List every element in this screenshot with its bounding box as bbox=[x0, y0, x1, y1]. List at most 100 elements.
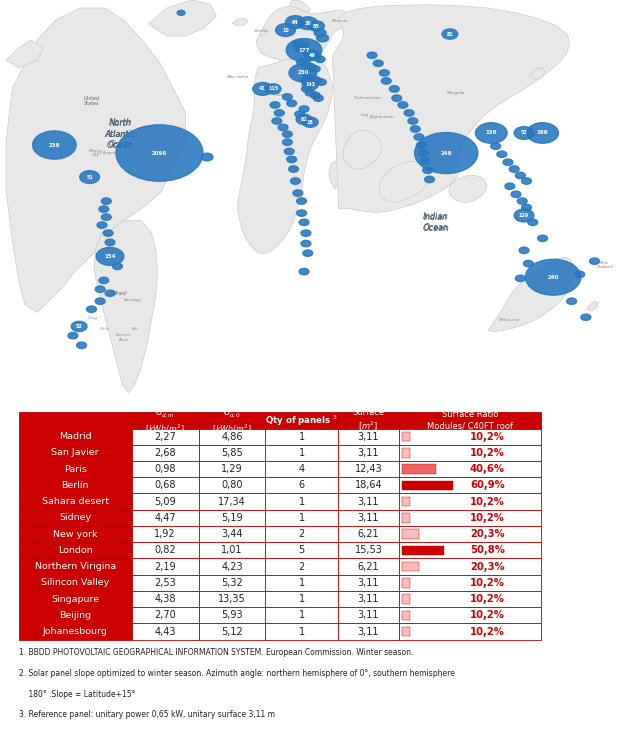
Circle shape bbox=[282, 94, 292, 100]
Bar bbox=[338, 607, 399, 623]
Circle shape bbox=[392, 95, 402, 101]
Bar bbox=[266, 559, 338, 575]
Circle shape bbox=[293, 41, 303, 47]
Circle shape bbox=[274, 110, 284, 116]
Bar bbox=[266, 607, 338, 623]
Text: Surface
$[m^2]$: Surface $[m^2]$ bbox=[352, 408, 384, 433]
Circle shape bbox=[289, 166, 298, 172]
Bar bbox=[132, 477, 198, 493]
Circle shape bbox=[381, 78, 391, 84]
Text: 0,82: 0,82 bbox=[154, 545, 176, 556]
Bar bbox=[402, 465, 436, 474]
Circle shape bbox=[517, 198, 527, 204]
Text: 177: 177 bbox=[298, 48, 310, 53]
Text: Toronto: Toronto bbox=[150, 131, 165, 135]
Bar bbox=[338, 559, 399, 575]
Text: 5,09: 5,09 bbox=[154, 497, 176, 506]
Text: 20,3%: 20,3% bbox=[470, 529, 504, 539]
Text: Melbourne: Melbourne bbox=[499, 318, 521, 322]
Text: 85: 85 bbox=[313, 24, 320, 29]
Bar bbox=[266, 445, 338, 461]
Bar bbox=[19, 510, 132, 526]
Bar bbox=[402, 529, 418, 539]
Bar bbox=[399, 591, 541, 607]
Polygon shape bbox=[232, 18, 248, 26]
Text: 50,8%: 50,8% bbox=[470, 545, 505, 556]
Circle shape bbox=[278, 124, 288, 131]
Text: 3,11: 3,11 bbox=[358, 578, 379, 588]
Polygon shape bbox=[256, 6, 351, 68]
Text: Singapure: Singapure bbox=[51, 595, 99, 603]
Text: $G_{d,m}^{\,1}$
$[kWh/m^2]$: $G_{d,m}^{\,1}$ $[kWh/m^2]$ bbox=[145, 405, 185, 436]
Bar bbox=[338, 445, 399, 461]
Text: 1: 1 bbox=[298, 626, 305, 637]
Circle shape bbox=[298, 17, 318, 29]
Circle shape bbox=[514, 126, 534, 140]
Text: 1,01: 1,01 bbox=[221, 545, 243, 556]
Text: 52: 52 bbox=[76, 324, 82, 329]
Bar bbox=[19, 575, 132, 591]
Circle shape bbox=[282, 139, 292, 146]
Bar bbox=[19, 526, 132, 542]
Circle shape bbox=[425, 176, 434, 183]
Text: Iraq: Iraq bbox=[360, 113, 369, 118]
Polygon shape bbox=[530, 68, 545, 79]
Bar bbox=[266, 542, 338, 559]
Circle shape bbox=[101, 198, 111, 204]
Circle shape bbox=[305, 90, 315, 96]
Text: 1: 1 bbox=[298, 431, 305, 442]
Circle shape bbox=[417, 142, 426, 148]
Text: Berlín: Berlín bbox=[61, 481, 89, 490]
Circle shape bbox=[423, 167, 433, 173]
Text: 0,68: 0,68 bbox=[154, 481, 176, 490]
Text: North
Atlantic
Ocean: North Atlantic Ocean bbox=[106, 119, 135, 149]
Text: 240: 240 bbox=[548, 275, 559, 280]
Bar bbox=[132, 575, 198, 591]
Bar bbox=[132, 429, 198, 445]
Text: New
Zealand: New Zealand bbox=[596, 261, 613, 270]
Circle shape bbox=[301, 78, 311, 84]
Circle shape bbox=[519, 247, 529, 254]
Bar bbox=[132, 542, 198, 559]
Bar bbox=[198, 445, 266, 461]
Text: 1: 1 bbox=[298, 448, 305, 458]
Circle shape bbox=[304, 63, 316, 71]
Text: 2,68: 2,68 bbox=[154, 448, 176, 458]
Bar bbox=[19, 429, 132, 445]
Bar bbox=[198, 623, 266, 639]
Polygon shape bbox=[379, 161, 430, 202]
Text: 143: 143 bbox=[305, 82, 315, 87]
Text: 60,9%: 60,9% bbox=[470, 481, 505, 490]
Bar bbox=[338, 542, 399, 559]
Circle shape bbox=[505, 183, 515, 190]
Text: 238: 238 bbox=[49, 143, 60, 148]
Circle shape bbox=[307, 75, 317, 82]
Circle shape bbox=[105, 290, 115, 296]
Text: 41: 41 bbox=[260, 87, 266, 91]
Circle shape bbox=[287, 157, 297, 162]
Circle shape bbox=[522, 204, 531, 211]
Text: 18: 18 bbox=[307, 120, 313, 125]
Bar bbox=[132, 607, 198, 623]
Circle shape bbox=[314, 29, 326, 37]
Circle shape bbox=[303, 250, 313, 257]
Polygon shape bbox=[449, 176, 487, 202]
Bar bbox=[399, 623, 541, 639]
Bar bbox=[402, 432, 410, 441]
Text: Brasil: Brasil bbox=[114, 291, 127, 295]
Circle shape bbox=[418, 150, 428, 157]
Text: 10,2%: 10,2% bbox=[470, 626, 505, 637]
Circle shape bbox=[527, 123, 559, 143]
Circle shape bbox=[404, 110, 414, 116]
Circle shape bbox=[302, 117, 318, 127]
Text: 10: 10 bbox=[282, 27, 289, 32]
Bar bbox=[198, 575, 266, 591]
Circle shape bbox=[497, 151, 507, 157]
Circle shape bbox=[567, 298, 577, 304]
Circle shape bbox=[301, 240, 311, 247]
Circle shape bbox=[315, 56, 325, 62]
Text: 40,6%: 40,6% bbox=[470, 464, 505, 474]
Circle shape bbox=[398, 101, 408, 108]
Text: 1,29: 1,29 bbox=[221, 464, 243, 474]
Circle shape bbox=[581, 314, 591, 320]
